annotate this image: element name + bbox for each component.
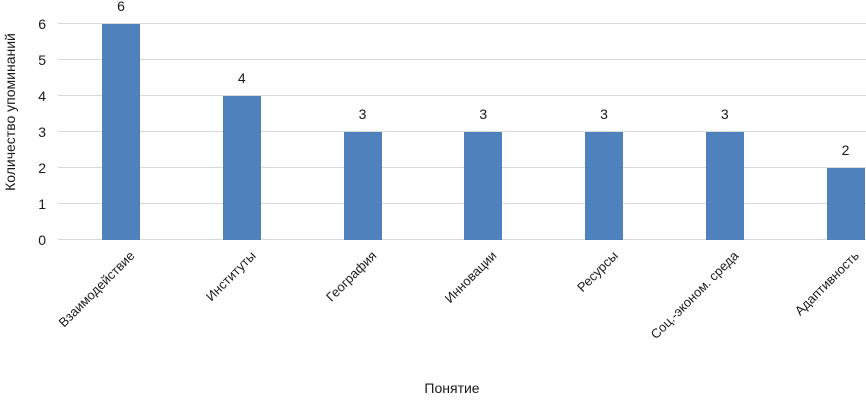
bar-value-label: 3 [479,106,488,122]
bar [222,96,261,240]
bar [826,168,865,240]
bar-value-label: 4 [237,70,246,86]
gridline [58,95,866,96]
y-tick-label: 6 [38,16,46,32]
y-tick-label: 2 [38,160,46,176]
y-axis-title: Количество упоминаний [2,33,18,191]
y-tick-label: 1 [38,196,46,212]
bar-value-label: 2 [841,142,850,158]
gridline [58,59,866,60]
bar [102,24,140,240]
bar [585,132,623,240]
category-label: География [322,248,380,305]
gridline [58,203,866,204]
y-tick-label: 3 [38,124,46,140]
bar [343,132,382,240]
x-axis-title: Понятие [424,380,480,396]
bar-value-label: 3 [358,106,367,122]
y-tick-label: 4 [38,88,46,104]
category-label: Соц.-эконом. среда [647,248,742,342]
bar-value-label: 3 [600,106,608,122]
category-label: Взаимодействие [55,248,138,330]
category-label: Инновации [441,248,500,306]
y-tick-label: 0 [38,232,46,248]
category-label: Адаптивность [791,248,863,319]
bar [464,132,503,240]
bar [705,132,744,240]
bar-value-label: 3 [720,106,729,122]
bar-value-label: 6 [117,0,125,14]
category-label: Институты [202,248,259,304]
gridline [58,167,866,168]
category-label: Ресурсы [573,248,621,295]
gridline [58,131,866,132]
gridline [58,23,866,24]
y-tick-label: 5 [38,52,46,68]
x-axis-line [58,239,866,240]
